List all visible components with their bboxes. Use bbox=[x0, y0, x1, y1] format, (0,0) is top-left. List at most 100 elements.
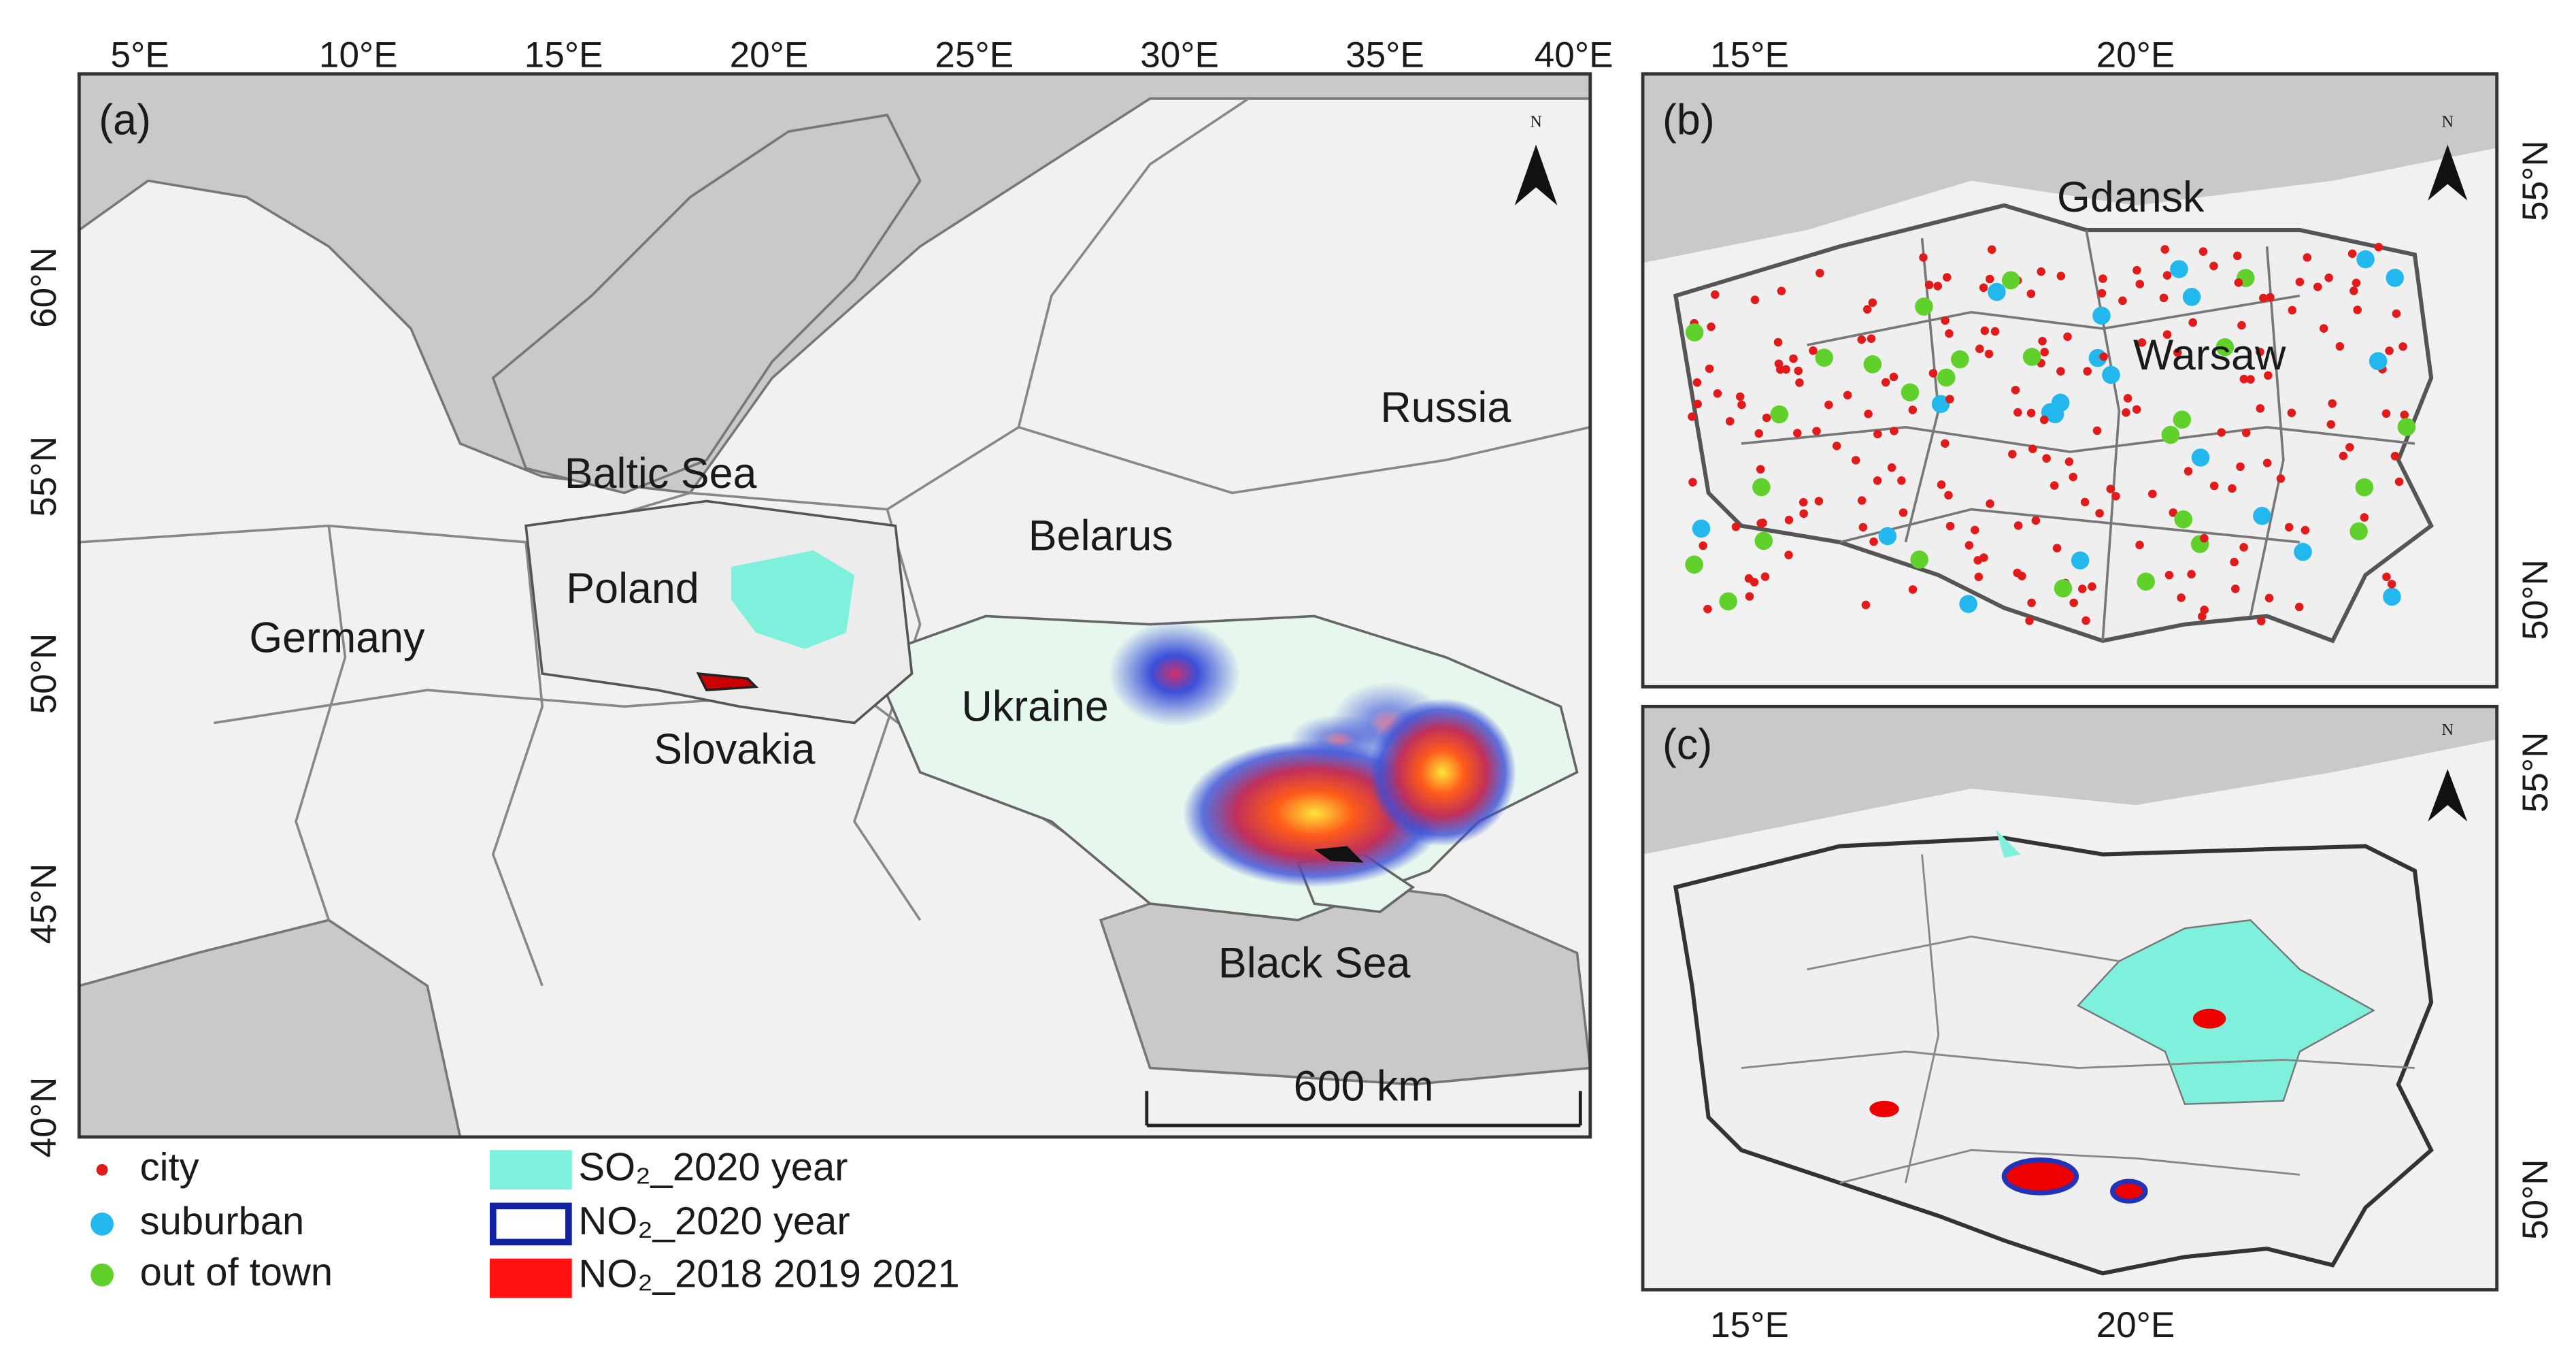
station-dot bbox=[1799, 497, 1808, 507]
station-dot bbox=[2054, 579, 2073, 597]
lon-tick-label: 20°E bbox=[2096, 1305, 2175, 1345]
station-dot bbox=[1898, 508, 1908, 517]
lat-tick-label: 45°N bbox=[24, 863, 64, 944]
station-dot bbox=[1784, 515, 1794, 525]
station-dot bbox=[2069, 598, 2078, 608]
station-dot bbox=[1758, 518, 1767, 527]
station-dot bbox=[2022, 348, 2041, 366]
place-label: Slovakia bbox=[654, 725, 815, 773]
station-dot bbox=[1754, 531, 1773, 550]
station-dot bbox=[1812, 427, 1821, 435]
station-dot bbox=[1980, 326, 1990, 335]
station-dot bbox=[2324, 274, 2333, 282]
lat-tick-label: 55°N bbox=[2515, 732, 2556, 813]
station-dot bbox=[1942, 273, 1952, 282]
legend-label: suburban bbox=[140, 1200, 305, 1243]
station-dot bbox=[2230, 557, 2239, 567]
station-dot bbox=[2174, 510, 2193, 529]
station-dot bbox=[2098, 274, 2107, 283]
station-dot bbox=[1809, 346, 1818, 355]
legend-label: out of town bbox=[140, 1251, 333, 1294]
station-dot bbox=[1737, 400, 1746, 410]
station-dot bbox=[2200, 606, 2209, 614]
station-dot bbox=[2088, 582, 2096, 591]
station-dot bbox=[2256, 616, 2266, 626]
station-dot bbox=[1688, 412, 1696, 421]
station-dot bbox=[2028, 444, 2037, 453]
station-dot bbox=[2040, 348, 2049, 357]
station-dot bbox=[2374, 242, 2383, 252]
station-dot bbox=[2262, 459, 2272, 467]
station-dot bbox=[2122, 408, 2130, 417]
station-dot bbox=[1915, 297, 1933, 316]
station-dot bbox=[1685, 323, 1704, 342]
station-dot bbox=[1979, 553, 1988, 562]
station-dot bbox=[2276, 474, 2286, 483]
legend-city-symbol bbox=[96, 1164, 108, 1176]
station-dot bbox=[1974, 572, 1984, 582]
lon-tick-label: 5°E bbox=[111, 35, 169, 76]
station-dot bbox=[2118, 296, 2127, 306]
station-dot bbox=[2083, 367, 2092, 376]
station-dot bbox=[1784, 550, 1793, 559]
station-dot bbox=[1731, 522, 1741, 531]
scale-bar-label: 600 km bbox=[1294, 1063, 1434, 1110]
station-dot bbox=[2111, 491, 2120, 501]
station-dot bbox=[2080, 497, 2090, 507]
station-dot bbox=[2294, 542, 2312, 561]
panel-a-map bbox=[79, 73, 1590, 1137]
station-dot bbox=[1756, 465, 1765, 474]
station-dot bbox=[2284, 523, 2294, 532]
station-dot bbox=[2349, 286, 2358, 295]
station-dot bbox=[1979, 283, 1988, 293]
lon-tick-label: 10°E bbox=[319, 35, 398, 76]
station-dot bbox=[2097, 289, 2107, 298]
panel-label: (a) bbox=[99, 97, 151, 144]
station-dot bbox=[1832, 442, 1841, 450]
station-dot bbox=[2173, 348, 2182, 357]
station-dot bbox=[2386, 269, 2405, 287]
station-dot bbox=[1774, 359, 1784, 368]
station-dot bbox=[1692, 519, 1711, 538]
station-dot bbox=[1703, 604, 1712, 614]
station-dot bbox=[1959, 595, 1977, 613]
station-dot bbox=[1941, 439, 1950, 448]
station-dot bbox=[2295, 278, 2305, 286]
station-dot bbox=[1793, 429, 1802, 438]
place-label: Baltic Sea bbox=[565, 450, 757, 497]
station-dot bbox=[1816, 269, 1824, 278]
station-dot bbox=[2095, 509, 2104, 518]
station-dot bbox=[1862, 305, 1872, 314]
lon-tick-label: 30°E bbox=[1140, 35, 1219, 76]
station-dot bbox=[2390, 452, 2400, 461]
station-dot bbox=[2106, 484, 2115, 493]
station-dot bbox=[2264, 593, 2274, 603]
station-dot bbox=[2256, 347, 2264, 357]
station-dot bbox=[2355, 478, 2374, 497]
station-dot bbox=[1777, 286, 1786, 295]
station-dot bbox=[1754, 429, 1764, 438]
station-dot bbox=[2064, 457, 2074, 466]
station-dot bbox=[2071, 551, 2090, 570]
lat-tick-label: 40°N bbox=[24, 1077, 64, 1158]
station-dot bbox=[1799, 509, 1808, 518]
station-dot bbox=[1750, 578, 1759, 587]
station-dot bbox=[1924, 280, 1934, 289]
station-dot bbox=[2056, 367, 2065, 376]
station-dot bbox=[1688, 478, 1697, 487]
station-dot bbox=[1861, 600, 1871, 610]
station-dot bbox=[2038, 337, 2047, 346]
station-dot bbox=[2184, 467, 2193, 476]
station-dot bbox=[2352, 278, 2361, 288]
station-dot bbox=[2042, 454, 2051, 463]
station-dot bbox=[1937, 480, 1946, 489]
panel-label: (c) bbox=[1662, 721, 1712, 768]
station-dot bbox=[2288, 306, 2297, 315]
station-dot bbox=[1986, 499, 1994, 508]
panel-a-frame bbox=[77, 72, 1592, 1139]
station-dot bbox=[1692, 378, 1702, 387]
station-dot bbox=[2069, 472, 2077, 482]
station-dot bbox=[2237, 320, 2246, 330]
north-label: N bbox=[1530, 113, 1541, 131]
